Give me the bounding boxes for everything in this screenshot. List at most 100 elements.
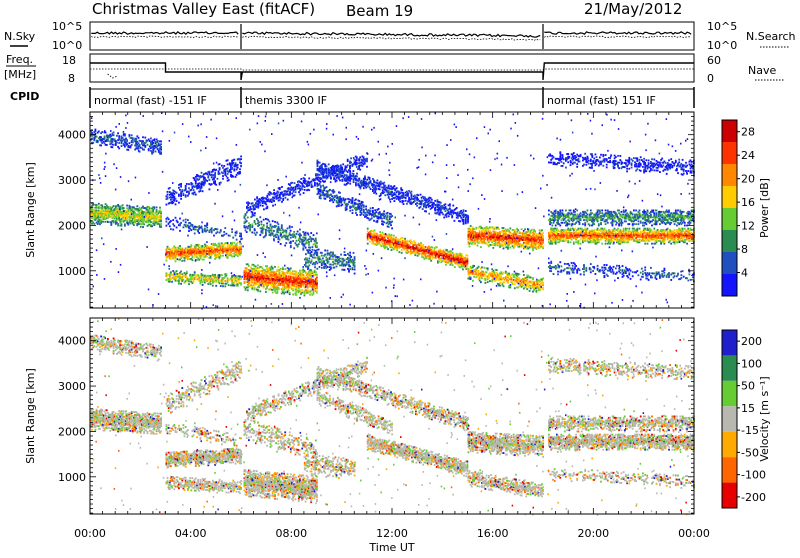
power-cell <box>302 183 304 185</box>
power-cell <box>331 195 333 197</box>
power-cell <box>224 285 226 287</box>
nsearch-tick-top: 10^5 <box>707 20 737 33</box>
power-cell <box>254 212 256 214</box>
power-cell <box>218 170 220 172</box>
power-cell <box>347 182 349 184</box>
power-cell <box>302 247 304 249</box>
power-cell <box>126 139 128 141</box>
power-cell <box>254 215 256 217</box>
power-cell <box>219 163 221 165</box>
power-cell <box>401 189 403 191</box>
power-cell <box>305 247 307 249</box>
power-cell <box>227 159 229 161</box>
power-cell <box>293 247 295 249</box>
power-cell <box>227 167 229 169</box>
power-cell <box>210 283 212 285</box>
power-cell <box>192 259 194 261</box>
power-cell <box>352 197 354 199</box>
power-cell <box>156 207 158 209</box>
power-cell <box>276 222 278 224</box>
power-cell <box>330 176 332 178</box>
power-cell <box>288 239 290 241</box>
power-cell <box>292 288 294 290</box>
power-cell <box>279 228 281 230</box>
power-cell <box>194 178 196 180</box>
power-cell <box>408 251 410 253</box>
power-cell <box>202 190 204 192</box>
power-cell <box>400 187 402 189</box>
power-cell <box>451 254 453 256</box>
power-cell <box>328 163 330 165</box>
power-cell <box>217 228 219 230</box>
power-cell <box>291 193 293 195</box>
power-cell <box>424 197 426 199</box>
power-cell <box>179 189 181 191</box>
power-cell <box>387 219 389 221</box>
power-cell <box>355 212 357 214</box>
power-cell <box>224 280 226 282</box>
power-cell <box>248 202 250 204</box>
power-cell <box>319 183 321 185</box>
power-cell <box>294 182 296 184</box>
power-cell <box>459 215 461 217</box>
power-cell <box>399 201 401 203</box>
power-cell <box>299 194 301 196</box>
power-cell <box>388 185 390 187</box>
power-cell <box>278 266 280 268</box>
power-cell <box>204 228 206 230</box>
power-cell <box>188 283 190 285</box>
power-cell <box>320 181 322 183</box>
power-cell <box>268 227 270 229</box>
power-cell <box>178 194 180 196</box>
power-cell <box>278 223 280 225</box>
power-cell <box>317 160 319 162</box>
power-cell <box>445 264 447 266</box>
power-cell <box>289 184 291 186</box>
power-cell <box>405 200 407 202</box>
power-cell <box>227 173 229 175</box>
power-cell <box>166 260 168 262</box>
power-cell <box>237 164 239 166</box>
power-cell <box>279 288 281 290</box>
power-cell <box>341 204 343 206</box>
power-cell <box>173 196 175 198</box>
power-cell <box>209 171 211 173</box>
power-cell <box>236 169 238 171</box>
power-cell <box>240 162 242 164</box>
power-cell <box>236 174 238 176</box>
power-cell <box>279 239 281 241</box>
power-cell <box>231 231 233 233</box>
power-cell <box>259 234 261 236</box>
power-cell <box>273 200 275 202</box>
power-cell <box>319 174 321 176</box>
power-cell <box>398 191 400 193</box>
power-cell <box>240 243 242 245</box>
power-cell <box>118 147 120 149</box>
power-cell <box>279 199 281 201</box>
power-cell <box>198 244 200 246</box>
power-cell <box>438 261 440 263</box>
power-cell <box>268 221 270 223</box>
power-cell <box>462 268 464 270</box>
power-cell <box>374 230 376 232</box>
power-cell <box>391 221 393 223</box>
power-cell <box>266 265 268 267</box>
power-cell <box>239 168 241 170</box>
power-cell <box>267 219 269 221</box>
power-cell <box>384 194 386 196</box>
power-cell <box>411 241 413 243</box>
power-cell <box>480 246 482 248</box>
power-cell <box>375 211 377 213</box>
power-cell <box>153 206 155 208</box>
power-cell <box>166 225 168 227</box>
power-cell <box>274 266 276 268</box>
power-cell <box>260 204 262 206</box>
nsearch-tick-bottom: 10^0 <box>707 39 737 52</box>
power-cell <box>301 289 303 291</box>
power-cell <box>262 205 264 207</box>
power-cell <box>219 167 221 169</box>
power-cell <box>210 275 212 277</box>
power-cell <box>467 257 469 259</box>
power-cell <box>223 165 225 167</box>
power-cell <box>417 198 419 200</box>
